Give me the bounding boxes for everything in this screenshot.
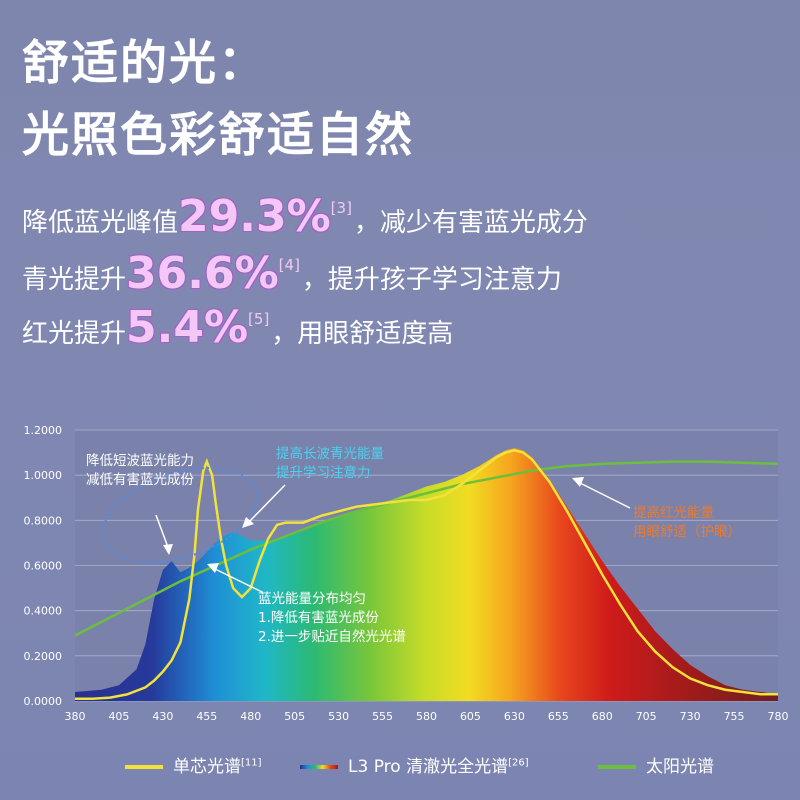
headline-line-1: 舒适的光： (22, 36, 267, 91)
y-tick-label: 1.2000 (24, 424, 63, 437)
svg-text:用眼舒适（护眼）: 用眼舒适（护眼） (633, 524, 741, 540)
spectrum-chart: 0.0000 0.2000 0.4000 0.6000 0.8000 1.0000 1.20… (24, 424, 789, 723)
x-tick-label: 655 (548, 710, 569, 723)
single-chip-spectrum-line (75, 449, 778, 700)
annotation-blue-distribution: 蓝光能量分布均匀 1.降低有害蓝光成份 2.进一步贴近自然光光谱 (207, 563, 406, 645)
stat-blue-peak: 降低蓝光峰值29.3%[3]，减少有害蓝光成分 (22, 195, 588, 239)
y-tick-label: 0.0000 (24, 695, 63, 708)
stat-suffix: ，提升孩子学习注意力 (301, 265, 562, 295)
annotation-red-boost: 提高红光能量 用眼舒适（护眼） (572, 477, 741, 540)
y-tick-label: 0.2000 (24, 650, 63, 663)
legend-ref: [11] (241, 757, 262, 769)
stat-prefix: 红光提升 (22, 319, 127, 349)
stat-value: 36.6% (126, 248, 279, 299)
x-tick-label: 730 (680, 710, 701, 723)
x-tick-label: 755 (724, 710, 745, 723)
x-tick-label: 705 (636, 710, 657, 723)
svg-text:2.进一步贴近自然光光谱: 2.进一步贴近自然光光谱 (258, 628, 406, 645)
stat-ref: [3] (330, 199, 352, 217)
x-tick-label: 780 (768, 710, 789, 723)
stat-suffix: ，用眼舒适度高 (271, 319, 454, 349)
stat-ref: [4] (278, 256, 300, 274)
legend-full-spectrum: L3 Pro 清澈光全光谱[26] (300, 752, 529, 777)
stat-red: 红光提升5.4%[5]，用眼舒适度高 (22, 306, 453, 350)
stat-suffix: ，减少有害蓝光成分 (353, 208, 588, 238)
legend-label: 单芯光谱 (173, 757, 241, 777)
x-tick-label: 530 (328, 710, 349, 723)
y-tick-label: 0.4000 (24, 605, 63, 618)
svg-text:提升学习注意力: 提升学习注意力 (276, 464, 371, 481)
annotation-cyan-boost: 提高长波青光能量 提升学习注意力 (242, 445, 384, 528)
x-tick-label: 505 (284, 710, 305, 723)
y-tick-label: 1.0000 (24, 469, 63, 482)
legend-swatch (598, 765, 636, 769)
stat-cyan: 青光提升36.6%[4]，提升孩子学习注意力 (22, 252, 562, 296)
x-tick-label: 580 (416, 710, 437, 723)
headline-line-2: 光照色彩舒适自然 (22, 108, 414, 163)
legend-label: L3 Pro 清澈光全光谱 (348, 757, 509, 777)
x-tick-label: 380 (65, 710, 86, 723)
svg-text:提高长波青光能量: 提高长波青光能量 (276, 445, 384, 462)
y-tick-label: 0.6000 (24, 560, 63, 573)
legend-sun: 太阳光谱 (598, 752, 714, 777)
legend-label: 太阳光谱 (646, 757, 714, 777)
x-tick-label: 455 (196, 710, 217, 723)
svg-text:蓝光能量分布均匀: 蓝光能量分布均匀 (258, 591, 366, 607)
x-tick-label: 555 (372, 710, 393, 723)
legend-swatch (300, 765, 338, 769)
legend-swatch (125, 765, 163, 769)
x-tick-label: 605 (460, 710, 481, 723)
stat-value: 5.4% (126, 302, 249, 353)
svg-text:降低短波蓝光能力: 降低短波蓝光能力 (86, 453, 194, 469)
svg-text:1.降低有害蓝光成份: 1.降低有害蓝光成份 (258, 610, 379, 626)
full-spectrum-area (75, 448, 778, 701)
legend-ref: [26] (508, 757, 529, 769)
x-tick-label: 430 (152, 710, 173, 723)
y-tick-label: 0.8000 (24, 514, 63, 527)
stat-prefix: 青光提升 (22, 265, 127, 295)
stat-prefix: 降低蓝光峰值 (22, 208, 179, 238)
x-tick-label: 680 (592, 710, 613, 723)
stat-value: 29.3% (178, 191, 331, 242)
x-tick-label: 405 (108, 710, 129, 723)
annotation-blue-reduce: 降低短波蓝光能力 减低有害蓝光成份 (86, 453, 194, 555)
svg-text:提高红光能量: 提高红光能量 (633, 504, 714, 521)
x-tick-label: 630 (504, 710, 525, 723)
stat-ref: [5] (248, 310, 270, 328)
svg-text:减低有害蓝光成份: 减低有害蓝光成份 (86, 472, 194, 488)
x-tick-label: 480 (240, 710, 261, 723)
legend-single-chip: 单芯光谱[11] (125, 752, 262, 777)
